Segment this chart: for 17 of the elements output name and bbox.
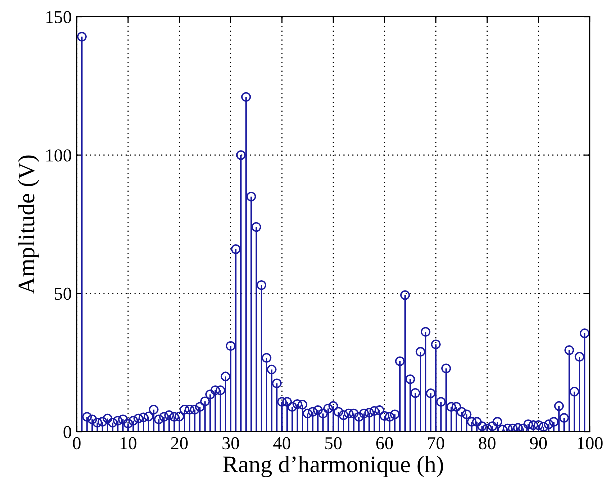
y-axis-title: Amplitude (V) — [18, 156, 40, 294]
x-tick-label: 20 — [171, 437, 188, 450]
y-tick-label: 50 — [55, 288, 72, 300]
y-tick-label: 100 — [46, 150, 72, 162]
y-tick-label: 0 — [64, 426, 72, 438]
x-tick-label: 0 — [73, 437, 81, 450]
x-tick-label: 90 — [530, 437, 548, 450]
x-tick-label: 100 — [578, 437, 603, 450]
x-tick-label: 40 — [274, 437, 291, 450]
x-axis-title: Rang d’harmonique (h) — [223, 456, 444, 478]
x-tick-label: 10 — [120, 437, 137, 450]
x-tick-label: 60 — [376, 437, 394, 450]
x-tick-label: 50 — [326, 437, 342, 450]
x-tick-label: 80 — [479, 437, 496, 450]
x-tick-label: 30 — [222, 437, 240, 450]
x-tick-label: 70 — [428, 437, 444, 450]
y-tick-label: 150 — [46, 11, 72, 24]
